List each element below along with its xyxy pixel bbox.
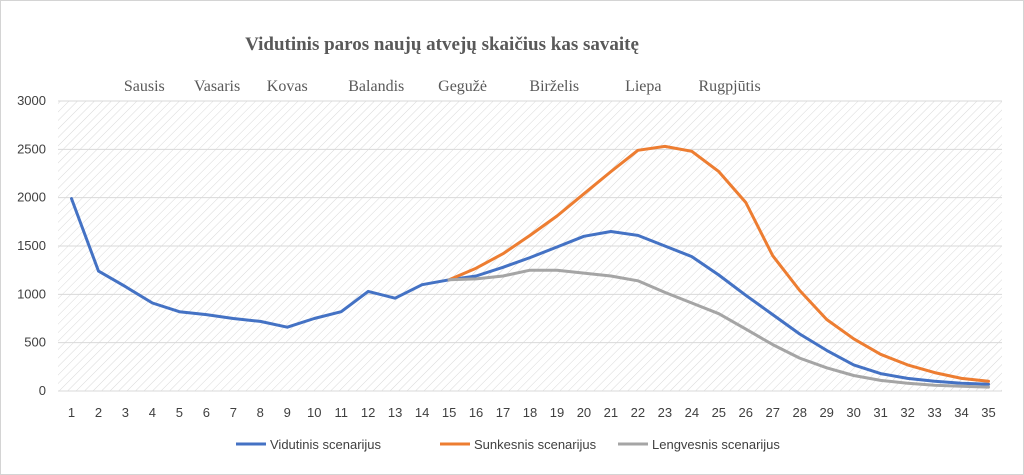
x-tick-label: 32	[900, 405, 914, 420]
x-tick-label: 28	[792, 405, 806, 420]
y-tick-label: 1000	[17, 286, 46, 301]
x-tick-label: 26	[739, 405, 753, 420]
legend-label: Sunkesnis scenarijus	[474, 437, 597, 452]
x-tick-label: 34	[954, 405, 968, 420]
legend-label: Lengvesnis scenarijus	[652, 437, 780, 452]
y-axis: 0 500 1000 1500 2000 2500 3000	[17, 93, 46, 398]
x-tick-label: 19	[550, 405, 564, 420]
month-label: Rugpjūtis	[698, 78, 760, 95]
x-tick-label: 21	[604, 405, 618, 420]
x-tick-label: 6	[203, 405, 210, 420]
y-tick-label: 2000	[17, 190, 46, 205]
month-label: Gegužė	[438, 78, 487, 95]
series-line-1	[70, 197, 990, 386]
series-lines	[70, 144, 990, 389]
x-tick-label: 8	[257, 405, 264, 420]
month-label: Vasaris	[194, 78, 240, 95]
chart-title: Vidutinis paros naujų atvejų skaičius ka…	[245, 34, 639, 55]
x-tick-label: 25	[712, 405, 726, 420]
x-tick-label: 18	[523, 405, 537, 420]
y-tick-label: 3000	[17, 93, 46, 108]
x-tick-label: 15	[442, 405, 456, 420]
x-tick-label: 13	[388, 405, 402, 420]
x-tick-label: 24	[685, 405, 699, 420]
gridlines	[58, 100, 1002, 392]
x-axis: 1 2 3 4 5 6 7 8 9 10 11 12 13 14 15 16 17 18 19 20 21 22 23 24 2…	[68, 405, 996, 420]
legend-label: Vidutinis scenarijus	[270, 437, 382, 452]
x-tick-label: 5	[176, 405, 183, 420]
x-tick-label: 11	[334, 405, 348, 420]
x-tick-label: 31	[873, 405, 887, 420]
x-tick-label: 20	[577, 405, 591, 420]
series-line-3	[447, 268, 990, 389]
y-tick-label: 500	[24, 335, 46, 350]
month-labels: Sausis Vasaris Kovas Balandis Gegužė Birželis…	[124, 78, 761, 95]
x-tick-label: 33	[927, 405, 941, 420]
x-tick-label: 29	[819, 405, 833, 420]
x-tick-label: 16	[469, 405, 483, 420]
x-tick-label: 12	[361, 405, 375, 420]
x-tick-label: 10	[307, 405, 321, 420]
y-tick-label: 2500	[17, 141, 46, 156]
y-tick-label: 0	[39, 383, 46, 398]
legend: Vidutinis scenarijus Sunkesnis scenarijus…	[236, 437, 780, 452]
x-tick-label: 22	[631, 405, 645, 420]
month-label: Birželis	[529, 78, 579, 95]
month-label: Sausis	[124, 78, 165, 95]
x-tick-label: 30	[846, 405, 860, 420]
x-tick-label: 9	[284, 405, 291, 420]
x-tick-label: 7	[230, 405, 237, 420]
x-tick-label: 2	[95, 405, 102, 420]
x-tick-label: 35	[981, 405, 995, 420]
x-tick-label: 17	[496, 405, 510, 420]
x-tick-label: 4	[149, 405, 156, 420]
month-label: Kovas	[267, 78, 308, 95]
x-tick-label: 14	[415, 405, 429, 420]
x-tick-label: 3	[122, 405, 129, 420]
x-tick-label: 23	[658, 405, 672, 420]
month-label: Balandis	[348, 78, 404, 95]
x-tick-label: 1	[68, 405, 75, 420]
series-line-2	[447, 144, 990, 383]
month-label: Liepa	[625, 78, 661, 95]
x-tick-label: 27	[766, 405, 780, 420]
y-tick-label: 1500	[17, 238, 46, 253]
